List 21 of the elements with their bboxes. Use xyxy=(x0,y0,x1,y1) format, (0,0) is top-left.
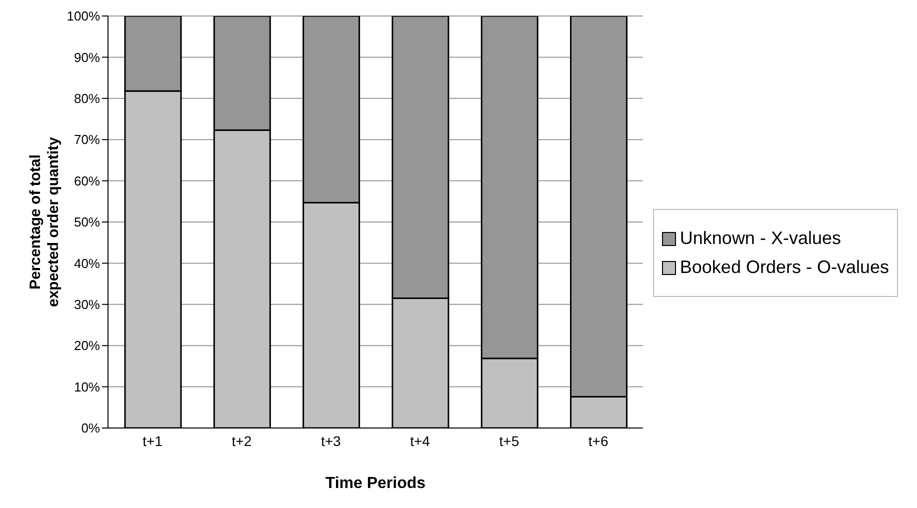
x-tick-label: t+5 xyxy=(499,432,520,449)
x-tick-label: t+2 xyxy=(232,432,252,449)
x-axis-title: Time Periods xyxy=(325,475,426,492)
legend-label: Booked Orders - O-values xyxy=(680,257,889,278)
x-tick-label: t+1 xyxy=(142,432,163,449)
y-tick-label: 90% xyxy=(74,50,100,65)
y-tick-label: 20% xyxy=(74,338,100,354)
y-axis-title: Percentage of total expected order quantity xyxy=(27,136,62,308)
y-tick-label: 0% xyxy=(81,420,100,436)
y-tick-label: 80% xyxy=(74,91,100,106)
y-tick-label: 30% xyxy=(74,297,100,312)
x-tick-label: t+4 xyxy=(410,432,430,449)
x-tick-label: t+6 xyxy=(588,432,608,449)
y-tick-label: 60% xyxy=(74,173,100,188)
y-tick-label: 40% xyxy=(74,256,100,271)
y-tick-label: 10% xyxy=(74,379,100,394)
x-tick-label: t+3 xyxy=(320,432,342,449)
y-tick-label: 100% xyxy=(66,8,100,24)
y-tick-label: 70% xyxy=(74,132,100,148)
legend-label: Unknown - X-values xyxy=(680,228,841,249)
y-tick-label: 50% xyxy=(74,214,100,230)
